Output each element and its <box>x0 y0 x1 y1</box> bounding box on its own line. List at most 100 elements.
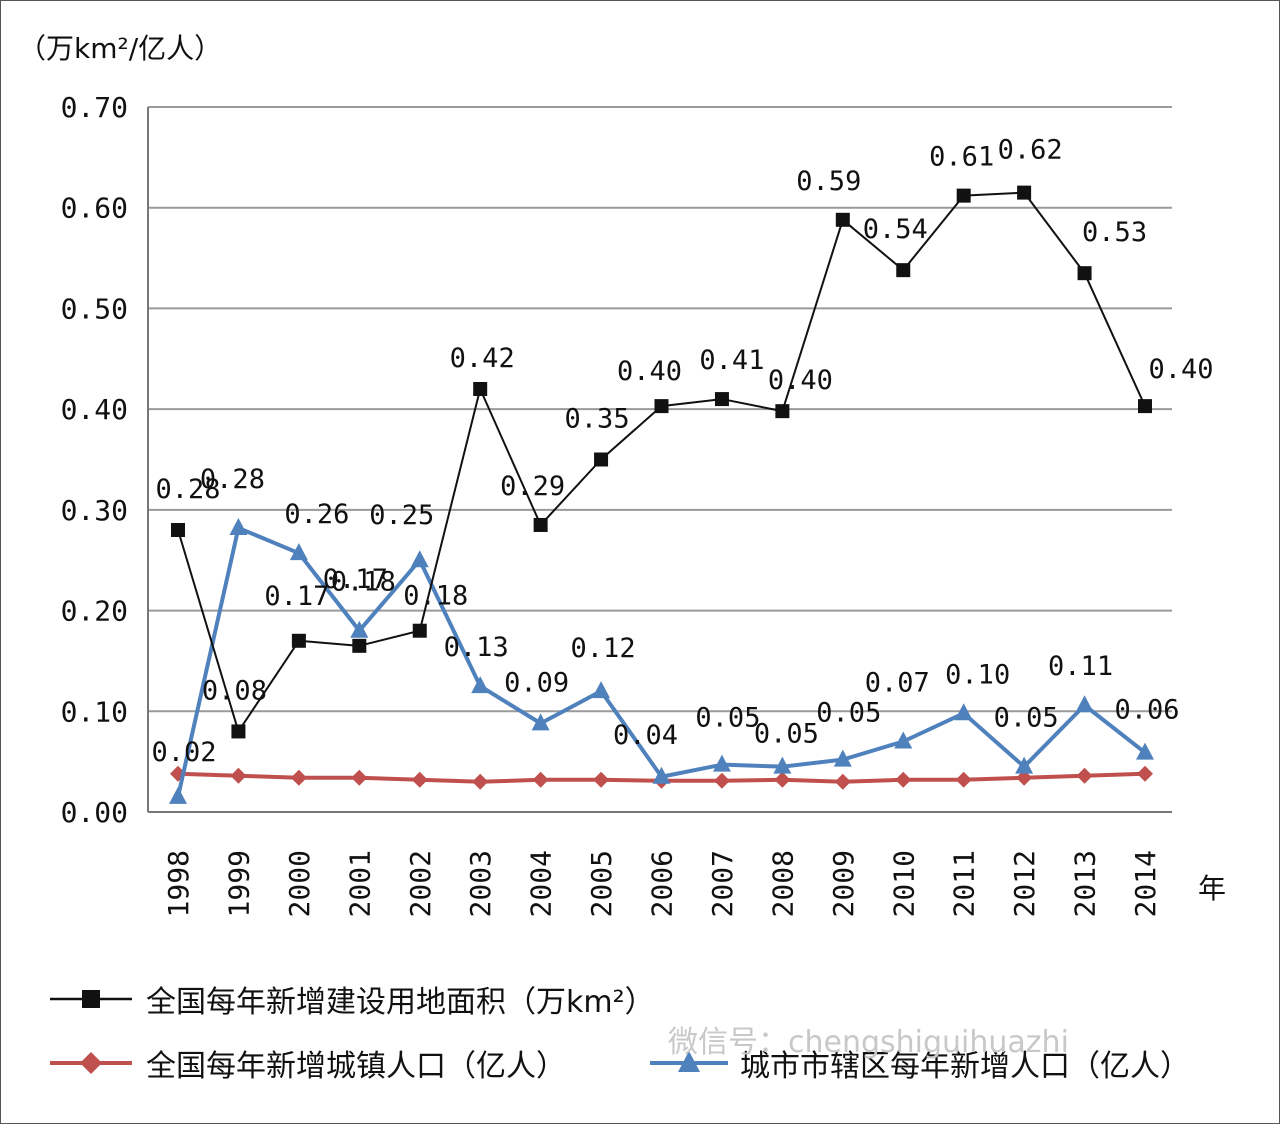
data-label: 0.08 <box>202 675 267 706</box>
data-label: 0.28 <box>200 464 265 495</box>
diamond-marker <box>1137 765 1153 782</box>
data-label: 0.04 <box>613 720 678 751</box>
diamond-marker <box>411 771 428 788</box>
x-category-label: 2001 <box>343 850 376 917</box>
legend-label-urban-population: 全国每年新增城镇人口（亿人） <box>146 1049 566 1084</box>
data-label: 0.05 <box>994 703 1059 734</box>
square-marker <box>171 523 185 537</box>
data-label: 0.17 <box>323 564 388 595</box>
square-marker <box>352 638 367 653</box>
data-label: 0.28 <box>155 474 220 505</box>
x-category-label: 2003 <box>464 850 497 917</box>
data-label: 0.40 <box>768 365 833 396</box>
triangle-marker <box>531 713 550 731</box>
data-label: 0.42 <box>450 343 515 374</box>
data-label: 0.07 <box>865 668 930 699</box>
diamond-marker <box>290 769 307 786</box>
legend-label-district-population: 城市市辖区每年新增人口（亿人） <box>740 1049 1190 1084</box>
square-marker <box>775 404 790 419</box>
x-category-label: 2005 <box>585 850 618 917</box>
legend-item-urban-population: 全国每年新增城镇人口（亿人） <box>50 1049 566 1084</box>
x-category-label: 1999 <box>222 850 255 917</box>
square-marker <box>291 633 306 648</box>
data-label: 0.13 <box>444 632 509 663</box>
square-marker <box>896 263 911 278</box>
data-label: 0.61 <box>929 142 994 173</box>
data-label: 0.02 <box>151 737 216 768</box>
x-category-label: 1998 <box>162 850 195 917</box>
x-category-label: 2012 <box>1008 850 1041 917</box>
series-line-1 <box>177 191 1146 733</box>
y-tick-label: 0.50 <box>61 292 128 325</box>
square-marker <box>1138 399 1152 414</box>
axes <box>147 107 1172 813</box>
square-marker <box>956 188 971 203</box>
diamond-marker <box>351 769 368 786</box>
diamond-marker <box>472 773 489 790</box>
triangle-marker <box>712 754 731 772</box>
square-marker <box>533 517 548 532</box>
triangle-marker <box>773 756 792 774</box>
gridlines <box>148 106 1172 713</box>
data-label: 0.59 <box>796 166 861 197</box>
square-marker <box>473 382 488 396</box>
data-label: 0.12 <box>571 633 636 664</box>
data-label: 0.53 <box>1082 217 1147 248</box>
triangle-marker <box>1015 756 1034 774</box>
data-label: 0.06 <box>1114 695 1179 726</box>
data-label: 0.05 <box>816 698 881 729</box>
triangle-marker <box>592 681 611 699</box>
x-category-label: 2007 <box>706 850 739 917</box>
triangle-marker <box>229 517 248 535</box>
data-label: 0.11 <box>1048 651 1113 682</box>
triangle-marker <box>894 731 913 749</box>
x-category-label: 2006 <box>646 850 679 917</box>
data-label: 0.26 <box>284 499 349 530</box>
diamond-marker <box>713 772 730 789</box>
data-label: 0.09 <box>504 667 569 698</box>
data-label: 0.29 <box>500 471 565 502</box>
data-label: 0.41 <box>699 345 764 376</box>
x-category-label: 2002 <box>404 850 437 917</box>
x-category-label: 2013 <box>1069 850 1102 917</box>
square-marker <box>1077 266 1092 281</box>
legend-triangle-marker <box>678 1051 700 1072</box>
diamond-marker <box>230 767 247 784</box>
x-unit-label: 年 <box>1198 872 1226 905</box>
watermark: 微信号：chengshiguihuazhi <box>668 1025 1069 1060</box>
x-category-labels: 1998 1999 2000 2001 2002 2003 2004 2005 2006 2007… <box>162 850 1162 917</box>
diamond-marker <box>532 771 549 788</box>
legend-item-construction-land: 全国每年新增建设用地面积（万km²） <box>50 985 655 1020</box>
data-label: 0.25 <box>369 500 434 531</box>
x-category-label: 2011 <box>948 850 981 917</box>
y-tick-label: 0.10 <box>61 695 128 728</box>
triangle-marker <box>1136 742 1154 760</box>
y-unit-label: （万km²/亿人） <box>18 32 222 65</box>
data-label: 0.35 <box>565 404 630 435</box>
x-category-label: 2009 <box>827 850 860 917</box>
diamond-marker <box>593 771 610 788</box>
y-tick-label: 0.70 <box>61 91 128 124</box>
diamond-marker <box>1076 767 1093 784</box>
diamond-marker <box>834 773 851 790</box>
triangle-marker <box>652 766 671 784</box>
diamond-marker <box>895 771 912 788</box>
y-tick-labels: 0.00 0.10 0.20 0.30 0.40 0.50 0.60 0.70 <box>61 91 128 829</box>
legend: 全国每年新增建设用地面积（万km²） 全国每年新增城镇人口（亿人） 城市市辖区每… <box>50 985 1190 1084</box>
y-tick-label: 0.30 <box>61 494 128 527</box>
triangle-marker <box>833 749 852 767</box>
legend-label-construction-land: 全国每年新增建设用地面积（万km²） <box>146 985 655 1020</box>
triangle-marker <box>289 543 308 561</box>
square-marker <box>835 212 850 227</box>
data-label: 0.05 <box>695 703 760 734</box>
data-label: 0.62 <box>998 135 1063 166</box>
triangle-marker <box>350 620 369 638</box>
x-category-label: 2008 <box>766 850 799 917</box>
triangle-marker <box>471 676 490 694</box>
triangle-marker <box>169 786 187 804</box>
data-label: 0.10 <box>945 659 1010 690</box>
diamond-marker <box>1016 769 1033 786</box>
x-category-label: 2014 <box>1129 850 1162 917</box>
triangle-marker <box>1075 695 1094 713</box>
data-label: 0.05 <box>754 719 819 750</box>
